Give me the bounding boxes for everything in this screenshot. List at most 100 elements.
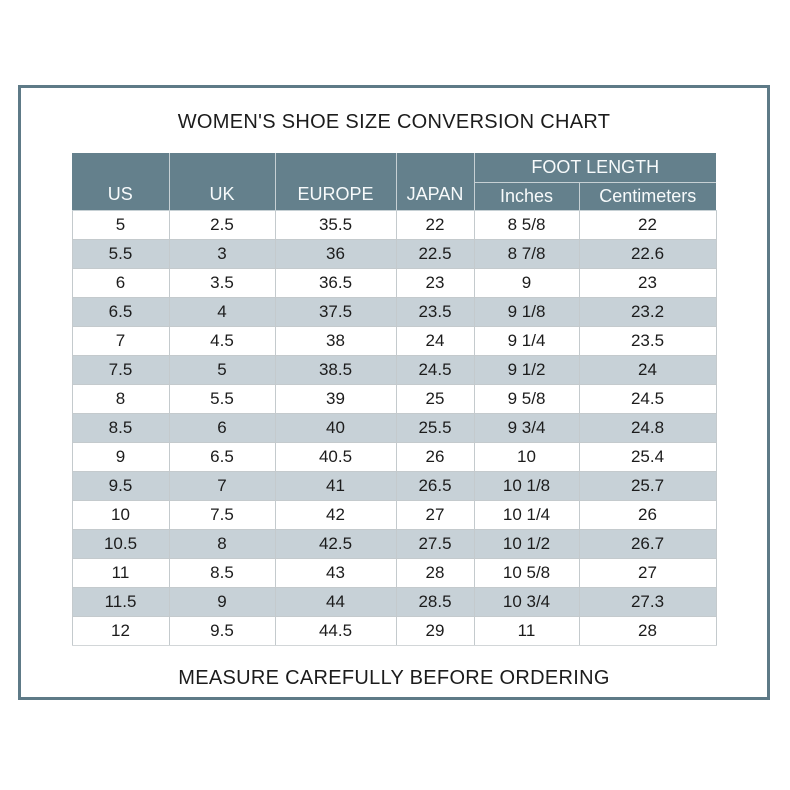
column-header-foot-length: FOOT LENGTH xyxy=(473,153,716,183)
table-body: 5 2.5 35.5 22 8 5/8 22 5.5 3 36 22.5 8 7/8 22.6 6 3.5… xyxy=(71,209,717,646)
cell: 9 1/8 xyxy=(473,296,580,327)
cell: 44.5 xyxy=(274,615,397,646)
cell: 6 xyxy=(71,267,170,298)
cell: 26.7 xyxy=(578,528,717,559)
cell: 27.3 xyxy=(578,586,717,617)
cell: 8.5 xyxy=(71,412,170,443)
cell: 8 xyxy=(71,383,170,414)
column-header-us: US xyxy=(72,153,170,211)
cell: 9 1/4 xyxy=(473,325,580,356)
cell: 24.8 xyxy=(578,412,717,443)
size-conversion-table: US UK EUROPE JAPAN FOOT LENGTH Inches Ce… xyxy=(71,153,717,646)
table-row: 7.5 5 38.5 24.5 9 1/2 24 xyxy=(71,354,717,385)
cell: 10 1/8 xyxy=(473,470,580,501)
cell: 2.5 xyxy=(168,209,276,240)
cell: 4.5 xyxy=(168,325,276,356)
cell: 3.5 xyxy=(168,267,276,298)
cell: 23.5 xyxy=(578,325,717,356)
cell: 35.5 xyxy=(274,209,397,240)
cell: 9 xyxy=(168,586,276,617)
cell: 6 xyxy=(168,412,276,443)
cell: 40 xyxy=(274,412,397,443)
cell: 9 1/2 xyxy=(473,354,580,385)
cell: 25.7 xyxy=(578,470,717,501)
cell: 11.5 xyxy=(71,586,170,617)
table-row: 6 3.5 36.5 23 9 23 xyxy=(71,267,717,298)
column-header-japan: JAPAN xyxy=(395,153,475,211)
cell: 27.5 xyxy=(395,528,475,559)
column-header-europe: EUROPE xyxy=(274,153,397,211)
table-row: 10.5 8 42.5 27.5 10 1/2 26.7 xyxy=(71,528,717,559)
cell: 40.5 xyxy=(274,441,397,472)
cell: 28 xyxy=(578,615,717,646)
cell: 24.5 xyxy=(578,383,717,414)
cell: 23 xyxy=(395,267,475,298)
cell: 8.5 xyxy=(168,557,276,588)
column-header-uk: UK xyxy=(168,153,276,211)
cell: 42 xyxy=(274,499,397,530)
cell: 23.5 xyxy=(395,296,475,327)
cell: 10 xyxy=(473,441,580,472)
cell: 28.5 xyxy=(395,586,475,617)
cell: 3 xyxy=(168,238,276,269)
cell: 11 xyxy=(71,557,170,588)
table-row: 7 4.5 38 24 9 1/4 23.5 xyxy=(71,325,717,356)
table-row: 10 7.5 42 27 10 1/4 26 xyxy=(71,499,717,530)
column-header-centimeters: Centimeters xyxy=(578,181,716,211)
cell: 25 xyxy=(395,383,475,414)
cell: 8 5/8 xyxy=(473,209,580,240)
cell: 10 3/4 xyxy=(473,586,580,617)
cell: 41 xyxy=(274,470,397,501)
cell: 6.5 xyxy=(168,441,276,472)
chart-frame: WOMEN'S SHOE SIZE CONVERSION CHART US UK… xyxy=(18,85,770,700)
table-row: 6.5 4 37.5 23.5 9 1/8 23.2 xyxy=(71,296,717,327)
cell: 22.6 xyxy=(578,238,717,269)
cell: 22 xyxy=(578,209,717,240)
cell: 10 5/8 xyxy=(473,557,580,588)
cell: 5.5 xyxy=(168,383,276,414)
table-row: 12 9.5 44.5 29 11 28 xyxy=(71,615,717,646)
cell: 42.5 xyxy=(274,528,397,559)
cell: 27 xyxy=(395,499,475,530)
cell: 36.5 xyxy=(274,267,397,298)
cell: 43 xyxy=(274,557,397,588)
cell: 4 xyxy=(168,296,276,327)
cell: 23.2 xyxy=(578,296,717,327)
table-row: 9 6.5 40.5 26 10 25.4 xyxy=(71,441,717,472)
cell: 25.4 xyxy=(578,441,717,472)
cell: 9.5 xyxy=(71,470,170,501)
table-row: 8.5 6 40 25.5 9 3/4 24.8 xyxy=(71,412,717,443)
cell: 23 xyxy=(578,267,717,298)
cell: 28 xyxy=(395,557,475,588)
cell: 27 xyxy=(578,557,717,588)
cell: 9 3/4 xyxy=(473,412,580,443)
cell: 36 xyxy=(274,238,397,269)
cell: 8 xyxy=(168,528,276,559)
cell: 22 xyxy=(395,209,475,240)
table-row: 8 5.5 39 25 9 5/8 24.5 xyxy=(71,383,717,414)
cell: 12 xyxy=(71,615,170,646)
cell: 7 xyxy=(168,470,276,501)
table-row: 11.5 9 44 28.5 10 3/4 27.3 xyxy=(71,586,717,617)
cell: 11 xyxy=(473,615,580,646)
cell: 5 xyxy=(168,354,276,385)
cell: 9.5 xyxy=(168,615,276,646)
cell: 24 xyxy=(395,325,475,356)
cell: 44 xyxy=(274,586,397,617)
table-row: 5.5 3 36 22.5 8 7/8 22.6 xyxy=(71,238,717,269)
cell: 5.5 xyxy=(71,238,170,269)
cell: 24.5 xyxy=(395,354,475,385)
table-header: US UK EUROPE JAPAN FOOT LENGTH Inches Ce… xyxy=(72,153,716,211)
cell: 9 xyxy=(473,267,580,298)
cell: 25.5 xyxy=(395,412,475,443)
cell: 9 5/8 xyxy=(473,383,580,414)
cell: 39 xyxy=(274,383,397,414)
cell: 22.5 xyxy=(395,238,475,269)
cell: 26 xyxy=(578,499,717,530)
cell: 10.5 xyxy=(71,528,170,559)
table-row: 5 2.5 35.5 22 8 5/8 22 xyxy=(71,209,717,240)
footer-note: MEASURE CAREFULLY BEFORE ORDERING xyxy=(178,666,610,689)
cell: 24 xyxy=(578,354,717,385)
table-row: 11 8.5 43 28 10 5/8 27 xyxy=(71,557,717,588)
cell: 10 xyxy=(71,499,170,530)
